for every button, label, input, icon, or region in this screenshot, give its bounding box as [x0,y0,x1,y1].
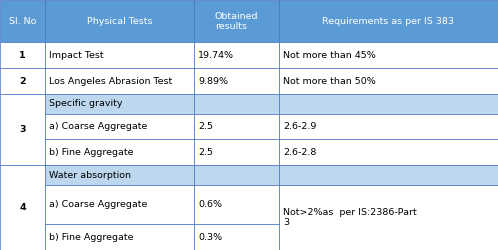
Bar [194,165,279,185]
Bar [45,68,194,94]
Text: a) Coarse Aggregate: a) Coarse Aggregate [49,122,147,131]
Bar [45,94,194,114]
Bar [45,42,194,68]
Bar [45,140,194,165]
Bar [279,185,498,250]
Bar [279,165,498,185]
Bar [45,224,194,250]
Text: 1: 1 [19,51,26,60]
Text: 3: 3 [19,125,26,134]
Bar [0,68,45,94]
Bar [194,0,279,42]
Text: 4: 4 [19,203,26,212]
Text: Water absorption: Water absorption [49,170,131,179]
Bar [279,140,498,165]
Text: 9.89%: 9.89% [198,76,228,86]
Text: 2.6-2.9: 2.6-2.9 [283,122,316,131]
Bar [0,94,45,165]
Bar [45,165,194,185]
Text: Not more than 45%: Not more than 45% [283,51,375,60]
Bar [194,185,279,224]
Bar [279,42,498,68]
Bar [194,224,279,250]
Text: Not more than 50%: Not more than 50% [283,76,375,86]
Text: b) Fine Aggregate: b) Fine Aggregate [49,232,133,241]
Bar [194,94,279,114]
Text: Requirements as per IS 383: Requirements as per IS 383 [322,17,455,26]
Bar [279,68,498,94]
Text: 19.74%: 19.74% [198,51,234,60]
Text: Not>2%as  per IS:2386-Part
3: Not>2%as per IS:2386-Part 3 [283,208,417,227]
Text: a) Coarse Aggregate: a) Coarse Aggregate [49,200,147,209]
Bar [279,114,498,140]
Text: 2.5: 2.5 [198,148,213,157]
Bar [45,0,194,42]
Text: Sl. No: Sl. No [9,17,36,26]
Text: Physical Tests: Physical Tests [87,17,152,26]
Bar [279,94,498,114]
Text: 0.3%: 0.3% [198,232,222,241]
Text: 2.6-2.8: 2.6-2.8 [283,148,316,157]
Bar [194,140,279,165]
Text: 0.6%: 0.6% [198,200,222,209]
Bar [45,114,194,140]
Text: Obtained
results: Obtained results [215,12,258,31]
Text: 2: 2 [19,76,26,86]
Bar [0,42,45,68]
Text: Specific gravity: Specific gravity [49,99,123,108]
Bar [279,0,498,42]
Bar [45,185,194,224]
Bar [0,0,45,42]
Text: 2.5: 2.5 [198,122,213,131]
Bar [194,42,279,68]
Text: Los Angeles Abrasion Test: Los Angeles Abrasion Test [49,76,172,86]
Bar [194,68,279,94]
Bar [0,165,45,250]
Text: Impact Test: Impact Test [49,51,104,60]
Bar [194,114,279,140]
Text: b) Fine Aggregate: b) Fine Aggregate [49,148,133,157]
